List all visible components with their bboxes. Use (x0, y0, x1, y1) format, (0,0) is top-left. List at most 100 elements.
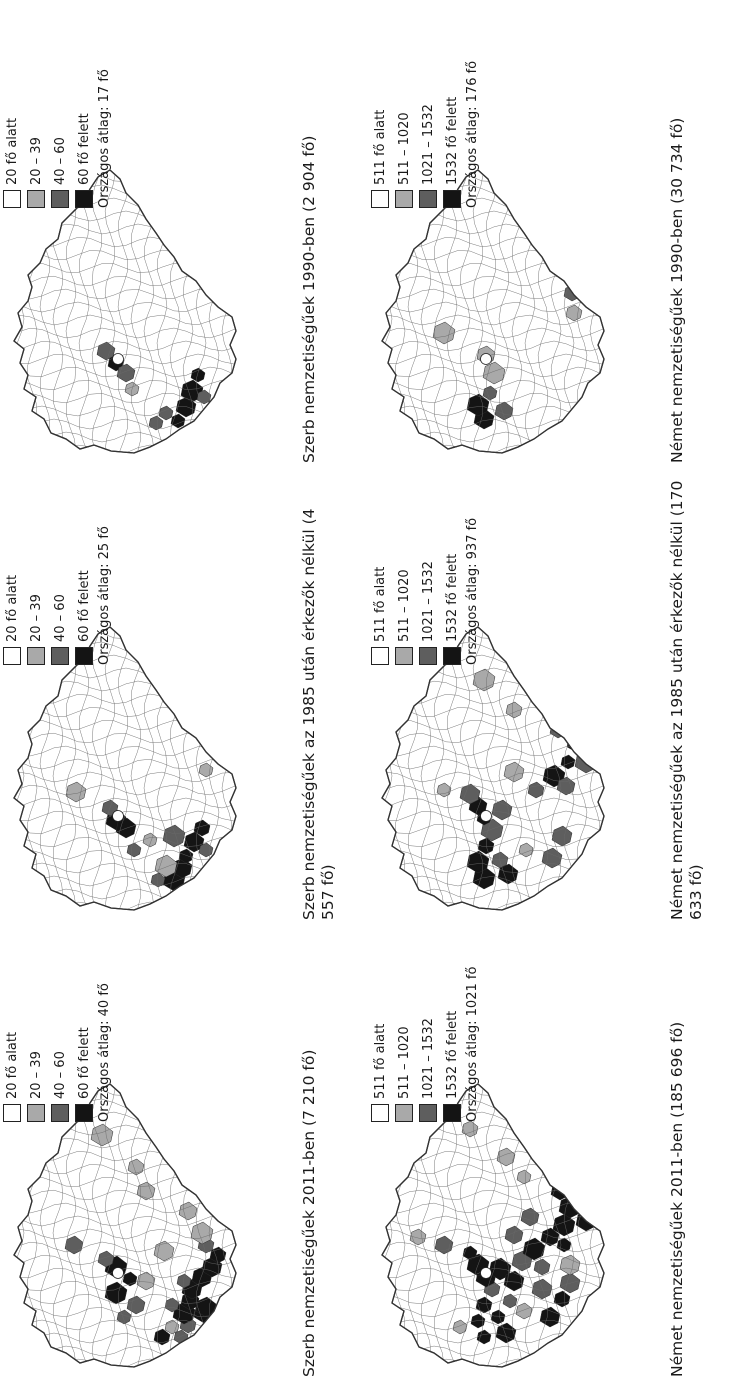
legend-row: 20 fő alatt (0, 8, 24, 208)
national-average: Országos átlag: 937 fő (465, 517, 480, 665)
legend-row: 20 fő alatt (0, 922, 24, 1122)
district-area (97, 1250, 115, 1268)
district-area (576, 1173, 592, 1189)
map-panel-1 (13, 1083, 237, 1368)
national-average: Országos átlag: 25 fő (97, 526, 112, 665)
legend-row: 1021 – 1532 (416, 465, 440, 665)
district-area (164, 1319, 180, 1335)
district-area (142, 832, 158, 848)
district-area (558, 694, 582, 718)
legend-swatch-2 (51, 647, 69, 665)
district-area (502, 1293, 518, 1309)
legend-swatch-3 (443, 190, 461, 208)
legend-label: 1532 fő felett (444, 553, 460, 642)
national-average: Országos átlag: 176 fő (465, 60, 480, 208)
district-area (496, 1147, 516, 1167)
map-caption: Szerb nemzetiségűek az 1985 után érkezők… (300, 508, 337, 920)
district-area (116, 1309, 132, 1325)
legend-panel-4: 511 fő alatt 511 – 1020 1021 – 1532 1532… (368, 922, 480, 1122)
map-panel-2 (13, 626, 237, 911)
district-area (193, 819, 211, 837)
district-area (580, 736, 596, 752)
legend-swatch-2 (51, 190, 69, 208)
district-area (154, 854, 178, 878)
budapest-marker (480, 353, 492, 365)
legend-row: 1021 – 1532 (416, 8, 440, 208)
legend-label: 511 – 1020 (396, 569, 412, 642)
legend-row: 60 fő felett (72, 8, 96, 208)
legend-label: 40 – 60 (52, 594, 68, 642)
legend-swatch-2 (419, 1104, 437, 1122)
budapest-marker (480, 1267, 492, 1279)
district-area (127, 1158, 145, 1176)
district-area (65, 781, 87, 803)
district-area (162, 824, 186, 848)
legend-row: 40 – 60 (48, 8, 72, 208)
map-caption: Német nemzetiségűek az 1985 után érkezők… (668, 480, 705, 920)
district-area (104, 1281, 128, 1305)
legend-row: 511 fő alatt (368, 922, 392, 1122)
legend-panel-3: 20 fő alatt 20 – 39 40 – 60 60 fő felett… (0, 8, 112, 208)
district-area (527, 781, 545, 799)
legend-swatch-2 (419, 190, 437, 208)
legend-row: 40 – 60 (48, 922, 72, 1122)
legend-swatch-0 (371, 647, 389, 665)
panel-4: 511 fő alatt 511 – 1020 1021 – 1532 1532… (368, 937, 728, 1377)
district-area (190, 367, 206, 383)
legend-row: 20 – 39 (24, 8, 48, 208)
legend-swatch-3 (443, 647, 461, 665)
map-caption: Német nemzetiségűek 2011-ben (185 696 fő… (668, 1021, 686, 1377)
district-area (153, 1240, 175, 1262)
legend-label: 1021 – 1532 (420, 561, 436, 642)
district-area (158, 405, 174, 421)
legend-label: 1021 – 1532 (420, 104, 436, 185)
district-area (432, 321, 456, 345)
legend-panel-1: 20 fő alatt 20 – 39 40 – 60 60 fő felett… (0, 922, 112, 1122)
legend-row: 20 – 39 (24, 922, 48, 1122)
legend-label: 511 fő alatt (372, 566, 388, 642)
legend-row: 1532 fő felett (440, 465, 464, 665)
district-area (452, 1319, 468, 1335)
legend-label: 20 – 39 (28, 594, 44, 642)
legend-label: 511 fő alatt (372, 109, 388, 185)
legend-swatch-1 (395, 647, 413, 665)
legend-row: 511 – 1020 (392, 922, 416, 1122)
panel-5: 511 fő alatt 511 – 1020 1021 – 1532 1532… (368, 480, 728, 920)
district-area (576, 259, 596, 279)
legend-row: 511 fő alatt (368, 465, 392, 665)
budapest-marker (112, 353, 124, 365)
district-area (470, 1313, 486, 1329)
district-area (503, 1270, 525, 1292)
district-area (565, 304, 583, 322)
legend-swatch-1 (27, 190, 45, 208)
legend-label: 60 fő felett (76, 570, 92, 642)
legend-panel-6: 511 fő alatt 511 – 1020 1021 – 1532 1532… (368, 8, 480, 208)
map-caption: Szerb nemzetiségűek 1990-ben (2 904 fő) (300, 135, 318, 463)
district-area (153, 1328, 171, 1346)
legend-swatch-3 (75, 1104, 93, 1122)
legend-swatch-3 (443, 1104, 461, 1122)
legend-swatch-2 (51, 1104, 69, 1122)
district-area (122, 1271, 138, 1287)
country-border (13, 169, 237, 454)
legend-label: 511 – 1020 (396, 112, 412, 185)
legend-swatch-1 (27, 647, 45, 665)
district-area (436, 782, 452, 798)
district-area (497, 863, 519, 885)
district-area (472, 668, 496, 692)
legend-swatch-1 (395, 190, 413, 208)
legend-swatch-1 (27, 1104, 45, 1122)
budapest-marker (112, 810, 124, 822)
legend-label: 60 fő felett (76, 1027, 92, 1099)
district-area (490, 1309, 506, 1325)
district-area (462, 1245, 478, 1261)
legend-swatch-0 (3, 647, 21, 665)
legend-swatch-0 (371, 190, 389, 208)
district-area (150, 872, 166, 888)
legend-label: 1532 fő felett (444, 1010, 460, 1099)
country-border (13, 626, 237, 911)
district-area (495, 1322, 517, 1344)
country-border (381, 626, 605, 911)
legend-label: 20 fő alatt (4, 574, 20, 642)
